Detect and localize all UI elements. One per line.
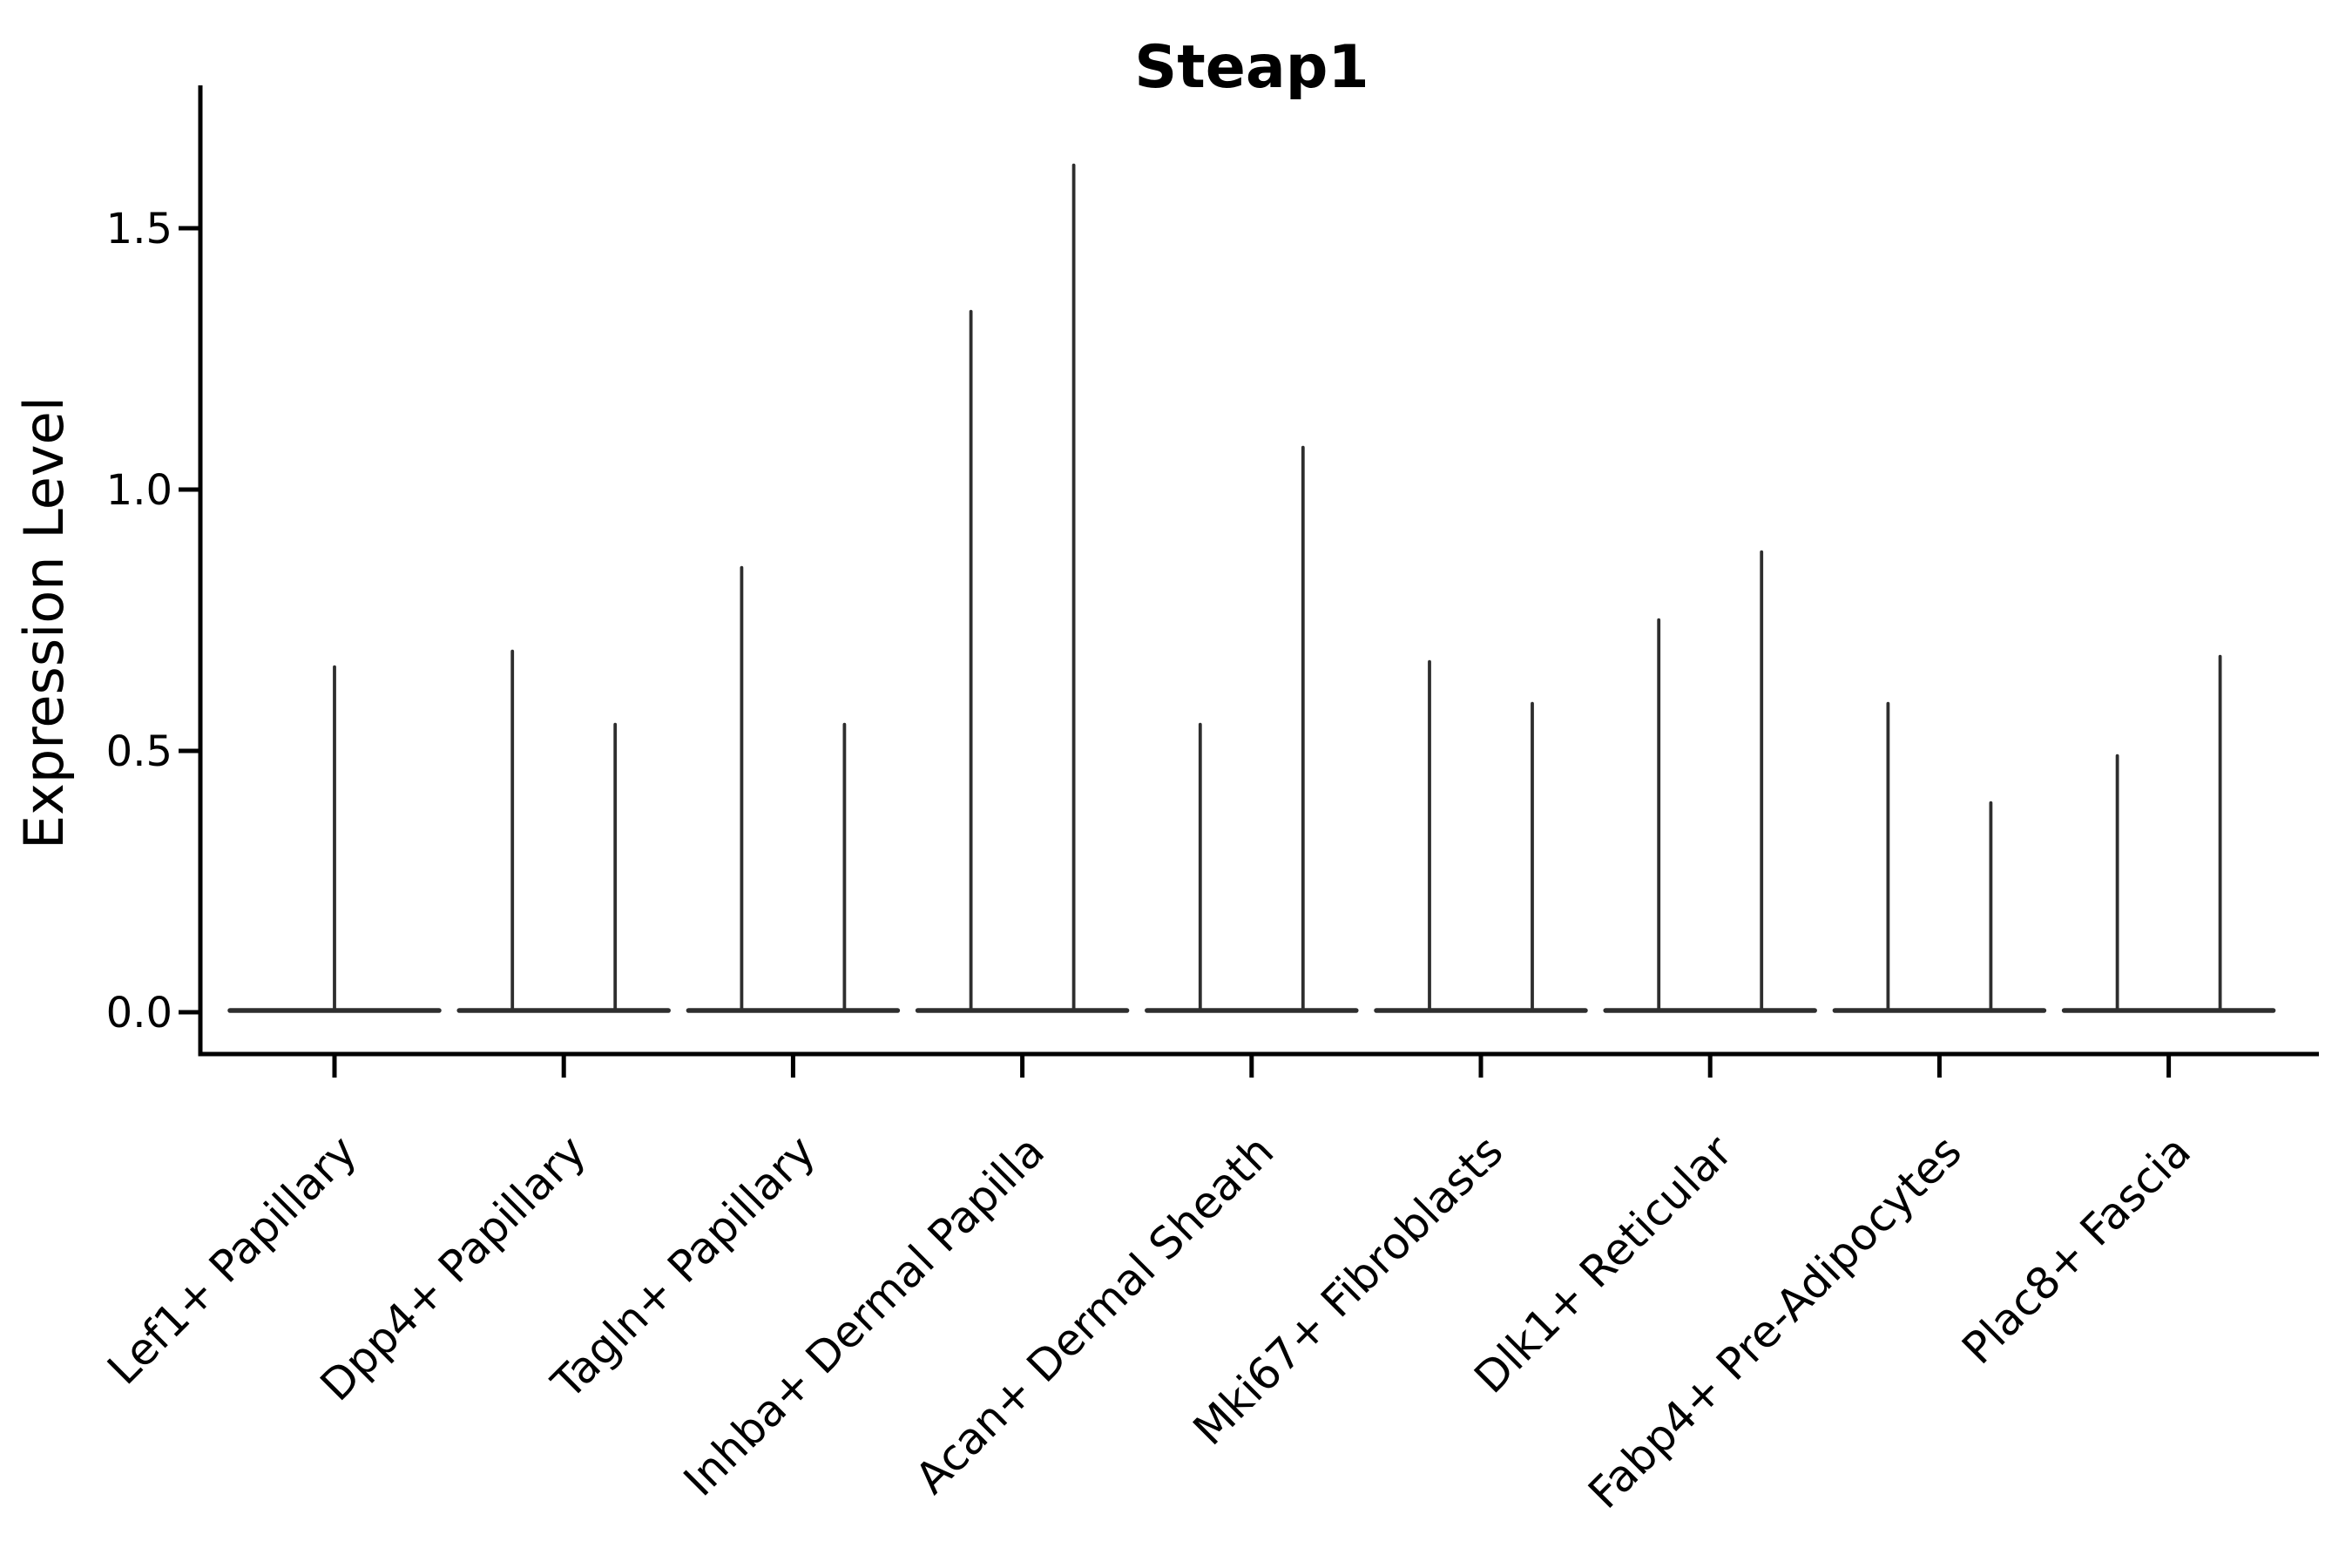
x-tick-label: Lef1+ Papillary bbox=[98, 1125, 366, 1394]
y-tick-label-0.5: 0.5 bbox=[106, 727, 172, 776]
x-tick-marks bbox=[332, 1056, 2172, 1078]
y-tick-label-1.0: 1.0 bbox=[106, 466, 172, 515]
y-axis-label: Expression Level bbox=[12, 396, 76, 849]
violins-layer bbox=[227, 163, 2276, 1013]
chart-title: Steap1 bbox=[1134, 33, 1369, 102]
y-tick-label-0.0: 0.0 bbox=[106, 989, 172, 1037]
y-tick-label-1.5: 1.5 bbox=[106, 205, 172, 253]
x-tick-label: Fabp4+ Pre-Adipocytes bbox=[1578, 1125, 1971, 1518]
y-tick-marks bbox=[179, 226, 199, 1015]
x-tick-label: Plac8+ Fascia bbox=[1952, 1125, 2200, 1374]
